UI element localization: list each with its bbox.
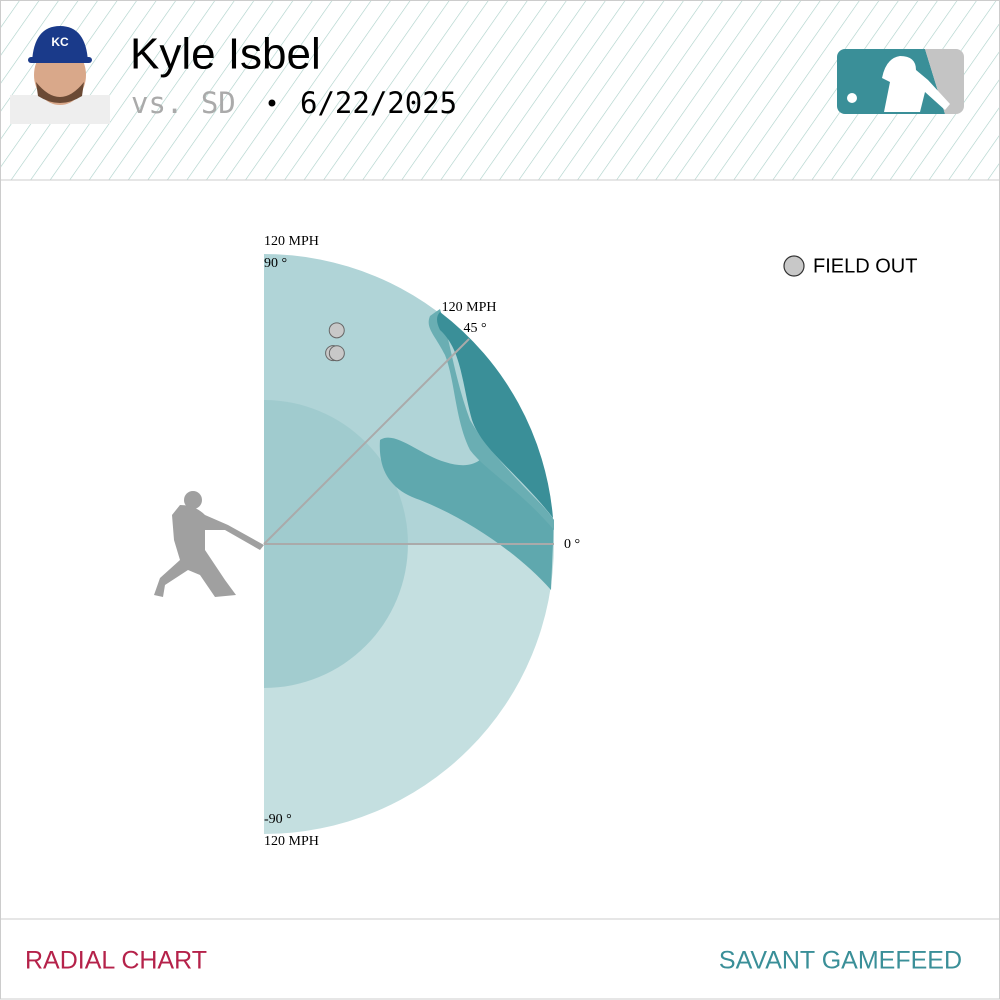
headshot: KC: [10, 26, 110, 124]
footer-bg: [0, 918, 1000, 1000]
separator: •: [265, 90, 279, 118]
speed-label: 120 MPH: [264, 234, 319, 249]
angle-label: 90 °: [264, 256, 287, 271]
angle-line: [263, 338, 470, 545]
zone-sweet: [437, 312, 553, 518]
player-name: Kyle Isbel: [130, 30, 321, 79]
batted-ball: [328, 345, 345, 362]
speed-label: 120 MPH: [442, 300, 497, 315]
svg-text:KC: KC: [51, 35, 69, 49]
angle-label: 45 °: [464, 321, 487, 336]
angle-label: -90 °: [264, 812, 292, 827]
batter-silhouette: [154, 491, 264, 597]
speed-label: 120 MPH: [264, 834, 319, 849]
game-date: 6/22/2025: [300, 86, 457, 120]
batted-ball: [328, 322, 345, 339]
footer-left: RADIAL CHART: [25, 947, 207, 975]
league-logo: [837, 49, 964, 114]
opponent: vs. SD: [131, 86, 236, 120]
footer-right: SAVANT GAMEFEED: [719, 947, 962, 975]
header-bg: [0, 0, 1000, 181]
legend-label: FIELD OUT: [813, 255, 917, 277]
legend-marker: [783, 255, 805, 277]
angle-label: 0 °: [564, 537, 580, 552]
